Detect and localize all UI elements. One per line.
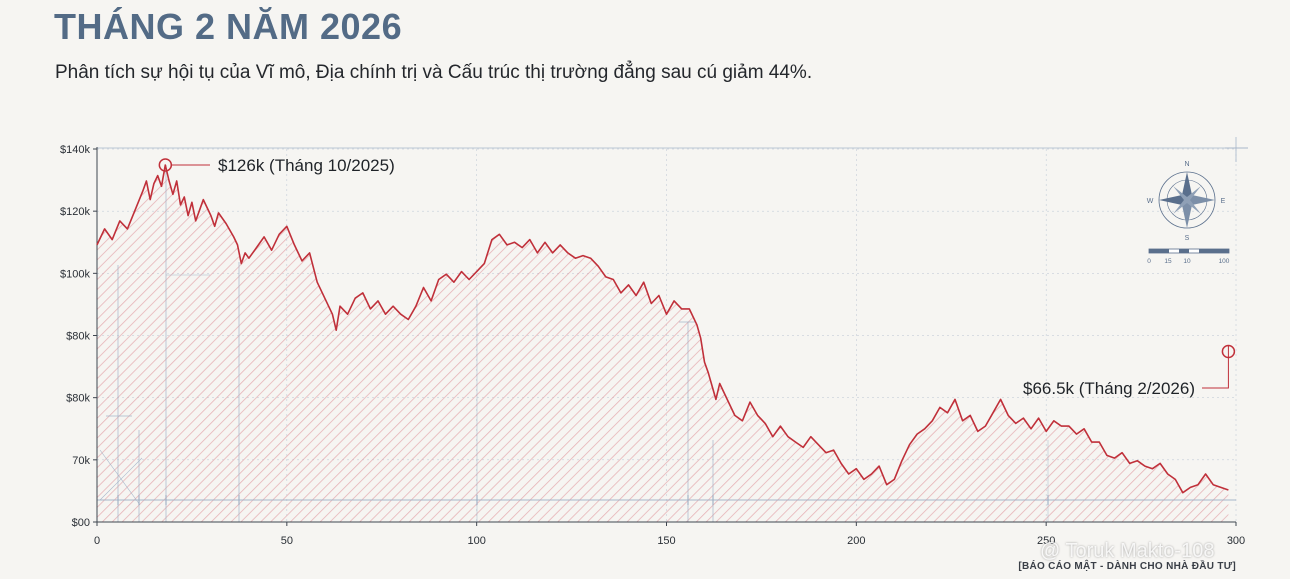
y-tick-label: $80k	[66, 331, 90, 343]
price-area-fill	[97, 165, 1229, 522]
decorative-guides	[97, 137, 1248, 522]
x-tick-label: 250	[1037, 535, 1055, 547]
guide-line	[99, 449, 141, 506]
guide-line	[99, 457, 143, 501]
x-tick-label: 300	[1227, 535, 1245, 547]
y-tick-label: $120k	[60, 206, 90, 218]
y-tick-label: $140k	[60, 144, 90, 156]
scale-bar-icon	[1148, 248, 1230, 254]
confidential-footer: [BÁO CÁO MẬT - DÀNH CHO NHÀ ĐẦU TƯ]	[1018, 561, 1236, 572]
scale-label: 10	[1183, 258, 1191, 265]
current-leader	[1202, 345, 1229, 389]
y-tick-label: $00	[72, 517, 90, 529]
area-layer	[97, 165, 1229, 522]
scale-label: 15	[1164, 258, 1172, 265]
page-title: THÁNG 2 NĂM 2026	[54, 6, 403, 47]
x-tick-label: 0	[94, 535, 100, 547]
price-line	[96, 164, 1229, 494]
watermark: @ Toruk Makto-108	[1040, 540, 1215, 562]
x-tick-label: 150	[657, 535, 675, 547]
compass-w: W	[1147, 198, 1154, 205]
scale-label: 100	[1219, 258, 1230, 265]
page-subtitle: Phân tích sự hội tụ của Vĩ mô, Địa chính…	[55, 62, 813, 83]
x-tick-label: 100	[467, 535, 485, 547]
compass-n: N	[1184, 161, 1189, 168]
peak-label: $126k (Tháng 10/2025)	[218, 156, 395, 175]
x-tick-label: 200	[847, 535, 865, 547]
y-tick-label: $100k	[60, 268, 90, 280]
annotations: $126k (Tháng 10/2025) $66.5k (Tháng 2/202…	[158, 156, 1236, 398]
y-tick-label: 70k	[72, 455, 90, 467]
compass-e: E	[1221, 198, 1226, 205]
current-label: $66.5k (Tháng 2/2026)	[1023, 379, 1195, 398]
compass-s: S	[1185, 235, 1190, 242]
tick-labels: 0 50 100 150 200 250 300$0070k$80k$80k$100k$12…	[60, 144, 1245, 547]
scale-labels: 0 15 10 100	[1147, 258, 1230, 265]
x-tick-label: 50	[281, 535, 293, 547]
series-layer	[96, 164, 1229, 494]
y-tick-label: $80k	[66, 393, 90, 405]
scale-label: 0	[1147, 258, 1151, 265]
compass-rose-icon: N S E W	[1147, 161, 1226, 242]
